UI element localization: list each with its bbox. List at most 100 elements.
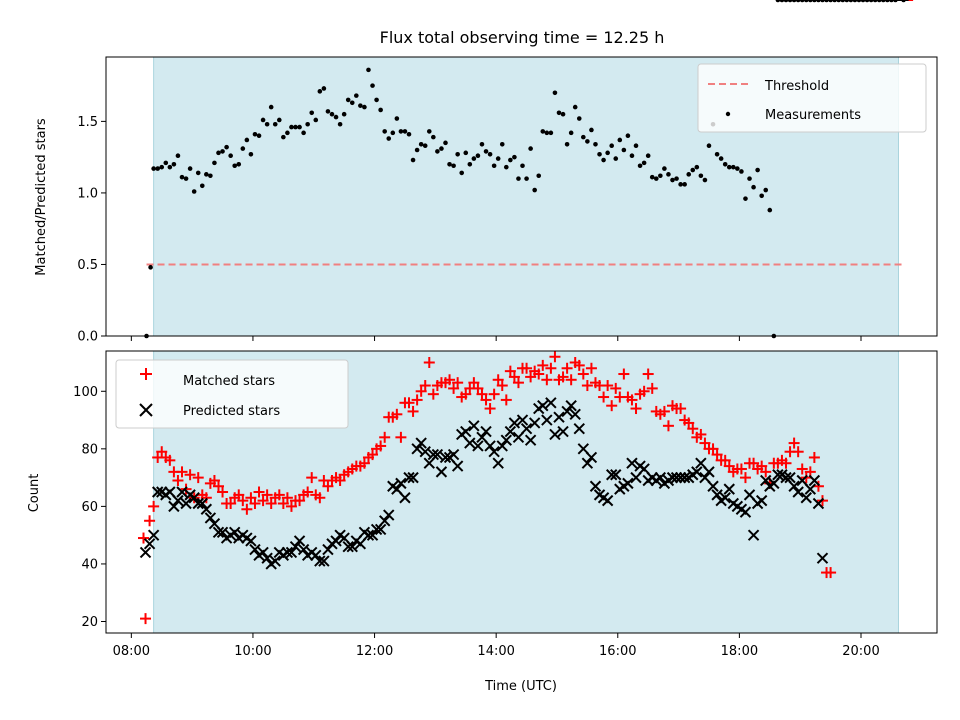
- matched-star-marker: [241, 503, 253, 515]
- measurement-point: [572, 104, 578, 110]
- predicted-star-marker: [383, 509, 395, 521]
- measurement-point: [297, 124, 302, 130]
- measurement-point: [175, 153, 181, 159]
- predicted-star-marker: [508, 417, 521, 429]
- measurement-point: [260, 117, 266, 123]
- matched-star-marker: [427, 388, 439, 400]
- predicted-star-marker: [245, 535, 257, 547]
- measurement-point: [751, 184, 756, 190]
- top-axes-frame: [105, 56, 938, 337]
- measurement-point: [556, 110, 562, 116]
- measurement-point: [767, 207, 773, 213]
- matched-star-marker: [812, 480, 824, 492]
- predicted-star-marker: [674, 471, 687, 484]
- measurement-point: [702, 177, 708, 183]
- measurement-point: [431, 134, 436, 140]
- measurement-point: [678, 182, 683, 187]
- predicted-star-marker: [816, 552, 829, 564]
- predicted-star-marker: [330, 535, 342, 547]
- measurement-point: [491, 163, 497, 169]
- measurement-point: [155, 166, 160, 171]
- measurement-point: [495, 156, 501, 161]
- matched-star-marker: [748, 457, 760, 469]
- measurement-point: [167, 164, 173, 170]
- predicted-star-marker: [569, 408, 581, 421]
- bottom-axes-frame: [105, 350, 938, 634]
- measurement-point: [735, 166, 740, 171]
- matched-star-marker: [504, 365, 516, 377]
- measurement-point: [220, 149, 225, 154]
- measurement-point: [512, 154, 517, 160]
- predicted-star-marker: [399, 492, 411, 504]
- measurement-point: [333, 114, 339, 120]
- measurement-point: [439, 146, 444, 151]
- predicted-star-marker: [492, 457, 504, 469]
- matched-star-marker: [322, 480, 334, 492]
- measurement-point: [378, 107, 383, 113]
- y-tick-label: 100: [73, 385, 98, 400]
- predicted-star-marker: [322, 543, 334, 556]
- measurement-point: [747, 176, 752, 181]
- predicted-star-marker: [581, 457, 594, 469]
- matched-star-marker: [419, 380, 431, 392]
- matched-star-marker: [265, 498, 277, 510]
- predicted-star-marker: [354, 538, 367, 550]
- predicted-star-marker: [678, 471, 691, 484]
- matched-star-marker: [626, 394, 638, 406]
- matched-star-marker: [561, 362, 573, 374]
- measurement-point: [544, 130, 550, 136]
- measurement-point: [706, 143, 712, 149]
- measurement-point: [208, 173, 213, 179]
- matched-star-marker: [156, 446, 168, 458]
- measurement-point: [195, 170, 201, 176]
- matched-star-marker: [756, 460, 768, 472]
- matched-star-marker: [585, 362, 597, 374]
- predicted-star-marker: [188, 492, 200, 504]
- predicted-star-marker: [537, 399, 549, 412]
- measurement-point: [406, 131, 412, 137]
- measurement-point: [686, 172, 692, 177]
- measurement-point: [576, 116, 582, 121]
- matched-star-marker: [148, 500, 160, 512]
- matched-star-marker: [423, 357, 435, 369]
- measurement-point: [325, 109, 331, 114]
- matched-star-marker: [407, 405, 419, 417]
- predicted-star-marker: [670, 471, 683, 484]
- matched-star-marker: [695, 428, 707, 440]
- measurement-point: [536, 173, 542, 179]
- predicted-star-marker: [484, 440, 496, 452]
- measurement-point: [309, 110, 315, 116]
- predicted-star-marker: [549, 428, 561, 441]
- measurement-point: [763, 187, 769, 193]
- predicted-star-marker: [366, 529, 379, 541]
- predicted-star-marker: [512, 431, 525, 444]
- predicted-star-marker: [630, 471, 642, 484]
- measurement-point: [508, 157, 513, 163]
- matched-star-marker: [172, 474, 184, 486]
- measurement-point: [183, 176, 189, 181]
- x-tick-label: 14:00: [477, 644, 514, 659]
- predicted-legend-swatch: [139, 403, 153, 417]
- measurement-point: [658, 173, 663, 179]
- predicted-star-marker: [176, 486, 188, 498]
- measurement-point: [548, 130, 554, 136]
- predicted-star-marker: [151, 486, 164, 498]
- matched-star-marker: [808, 451, 820, 463]
- predicted-star-marker: [638, 463, 650, 475]
- predicted-star-marker: [520, 422, 533, 435]
- matched-star-marker: [760, 466, 772, 478]
- measurement-point: [808, 0, 813, 3]
- measurement-point: [520, 163, 525, 169]
- measurement-point: [390, 130, 396, 136]
- predicted-star-marker: [468, 420, 480, 432]
- matched-star-marker: [237, 495, 249, 507]
- predicted-star-marker: [695, 457, 707, 469]
- matched-star-marker: [602, 380, 614, 392]
- matched-star-marker: [281, 492, 293, 504]
- matched-star-marker: [302, 486, 314, 498]
- matched-star-marker: [334, 474, 346, 486]
- measurement-point: [426, 129, 432, 134]
- predicted-star-marker: [808, 474, 821, 487]
- matched-star-marker: [719, 454, 731, 466]
- matched-star-marker: [796, 463, 808, 475]
